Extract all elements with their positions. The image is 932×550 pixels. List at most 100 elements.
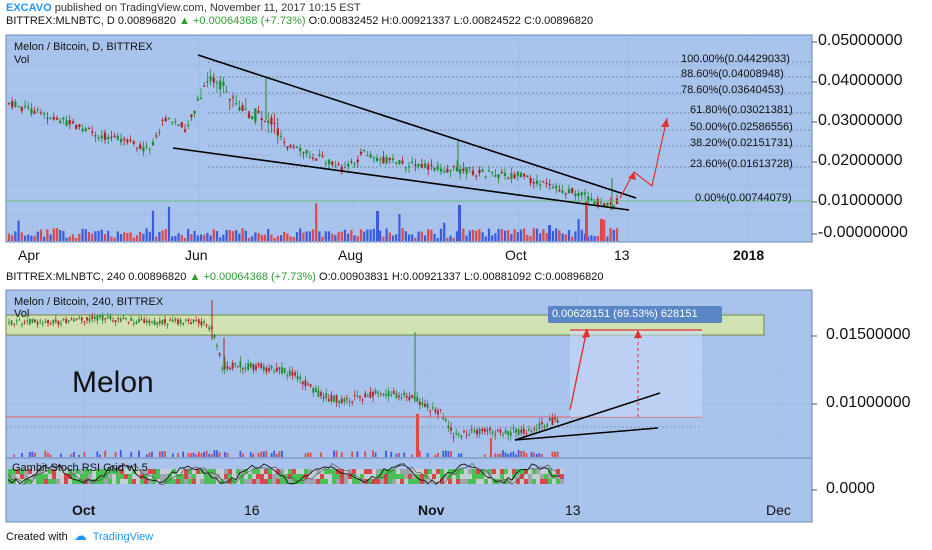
stoch-grid-cell <box>12 474 16 479</box>
top-candle <box>382 156 385 164</box>
stoch-grid-cell <box>408 479 412 484</box>
bottom-candle <box>275 367 278 372</box>
top-volume-bar <box>318 231 321 241</box>
top-candle <box>567 188 571 194</box>
top-candle <box>187 124 190 126</box>
bottom-candle <box>54 319 57 322</box>
top-panel-bg[interactable] <box>5 34 813 243</box>
stoch-grid-cell <box>268 469 272 474</box>
top-candle <box>59 120 62 124</box>
stoch-grid-cell <box>144 474 148 479</box>
bottom-candle <box>309 384 312 387</box>
top-volume-bar <box>446 237 449 241</box>
top-candle <box>119 138 123 143</box>
fib-label: 23.60%(0.01613728) <box>690 158 793 170</box>
bottom-candle <box>416 396 419 402</box>
bottom-volume-bar <box>517 450 520 457</box>
top-volume-bar <box>81 228 84 241</box>
top-candle <box>263 120 267 122</box>
bottom-upper-wedge[interactable] <box>514 392 661 441</box>
bottom-volume-bar <box>281 450 283 457</box>
lower-trendline[interactable] <box>172 147 630 211</box>
stoch-grid-cell <box>400 474 404 479</box>
stoch-grid-cell <box>108 474 112 479</box>
bottom-volume-bar <box>502 450 504 457</box>
stoch-grid-cell <box>8 474 12 479</box>
bottom-candle <box>117 318 120 320</box>
bottom-volume-bar <box>520 450 523 457</box>
top-volume-bar <box>235 230 238 241</box>
stoch-grid-cell <box>444 474 448 479</box>
top-candle <box>65 120 68 126</box>
top-candle <box>164 117 167 122</box>
upper-trendline[interactable] <box>197 54 637 199</box>
stoch-grid-cell <box>420 469 424 474</box>
top-candle <box>423 163 427 168</box>
stoch-grid-cell <box>492 469 496 474</box>
tradingview-link[interactable]: TradingView <box>92 531 154 543</box>
bottom-candle <box>255 365 257 370</box>
stoch-grid-cell <box>200 474 204 479</box>
bottom-candle <box>174 319 177 321</box>
stoch-grid-cell <box>148 474 152 479</box>
bottom-candle <box>249 362 252 368</box>
top-candle <box>375 157 379 161</box>
top-candle <box>155 135 158 137</box>
bottom-candle <box>127 321 130 323</box>
bottom-candle <box>83 321 86 323</box>
stoch-grid-cell <box>132 474 136 479</box>
stoch-grid-cell <box>320 474 324 479</box>
top-x-tick: Aug <box>338 247 363 263</box>
bottom-candle <box>44 321 47 323</box>
top-volume-spike <box>548 225 551 241</box>
top-volume-bar <box>17 220 20 241</box>
stoch-grid-cell <box>484 469 488 474</box>
stoch-grid-cell <box>324 474 328 479</box>
stoch-grid-cell <box>460 479 464 484</box>
bottom-volume-bar <box>218 452 221 457</box>
top-candle <box>379 159 382 161</box>
stoch-grid-cell <box>292 474 296 479</box>
stoch-grid-cell <box>464 469 468 474</box>
indicator-label: Gambit Stoch RSI Grid v1.5 <box>12 462 148 474</box>
bottom-candle <box>387 390 390 397</box>
bottom-volume-bar <box>151 451 153 457</box>
stoch-grid-cell <box>336 474 340 479</box>
stoch-grid-cell <box>364 469 368 474</box>
top-candle <box>590 198 593 201</box>
stoch-grid-cell <box>436 474 440 479</box>
stoch-grid-cell <box>348 479 352 484</box>
stoch-grid-cell <box>360 474 364 479</box>
stoch-grid-cell <box>216 474 220 479</box>
bottom-candle <box>109 316 112 320</box>
measure-box[interactable] <box>570 330 702 417</box>
bottom-candle <box>231 362 234 369</box>
stoch-grid-cell <box>216 479 220 484</box>
stoch-grid-cell <box>264 469 268 474</box>
top-candle <box>7 103 11 105</box>
projection-path[interactable] <box>619 117 668 199</box>
top-volume-bar <box>75 237 78 241</box>
top-candle <box>135 147 139 149</box>
bottom-candle <box>125 318 127 320</box>
top-volume-bar <box>503 230 507 241</box>
breakout-arrow[interactable] <box>569 333 587 411</box>
top-volume-bar <box>292 236 295 241</box>
stoch-grid-cell <box>64 469 68 474</box>
top-candle <box>449 170 452 172</box>
bottom-volume-bar <box>403 452 406 457</box>
stoch-grid-cell <box>124 469 128 474</box>
bottom-candle <box>273 371 276 373</box>
bottom-lower-wedge[interactable] <box>514 427 659 441</box>
bottom-volume-bar <box>83 451 86 457</box>
top-volume-bar <box>411 234 414 241</box>
bottom-volume-bar <box>213 450 216 457</box>
bottom-candle <box>182 322 185 325</box>
stoch-grid-cell <box>28 469 32 474</box>
author-name[interactable]: EXCAVO <box>6 2 52 14</box>
bottom-candle <box>478 428 481 435</box>
bottom-candle <box>213 335 216 338</box>
top-volume-bar <box>347 233 350 241</box>
top-candle <box>462 168 465 172</box>
